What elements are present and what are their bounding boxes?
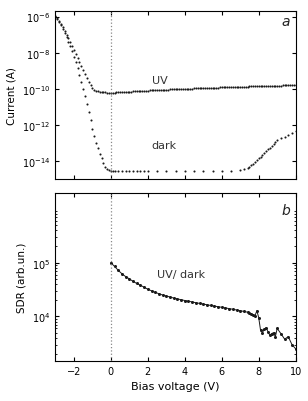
Text: dark: dark [152,141,177,151]
Text: b: b [282,203,290,217]
Text: a: a [282,15,290,29]
Y-axis label: Current (A): Current (A) [6,67,17,125]
Y-axis label: SDR (arb.un.): SDR (arb.un.) [17,242,26,312]
Text: UV: UV [152,76,167,86]
Text: UV/ dark: UV/ dark [157,269,205,279]
X-axis label: Bias voltage (V): Bias voltage (V) [131,381,220,391]
